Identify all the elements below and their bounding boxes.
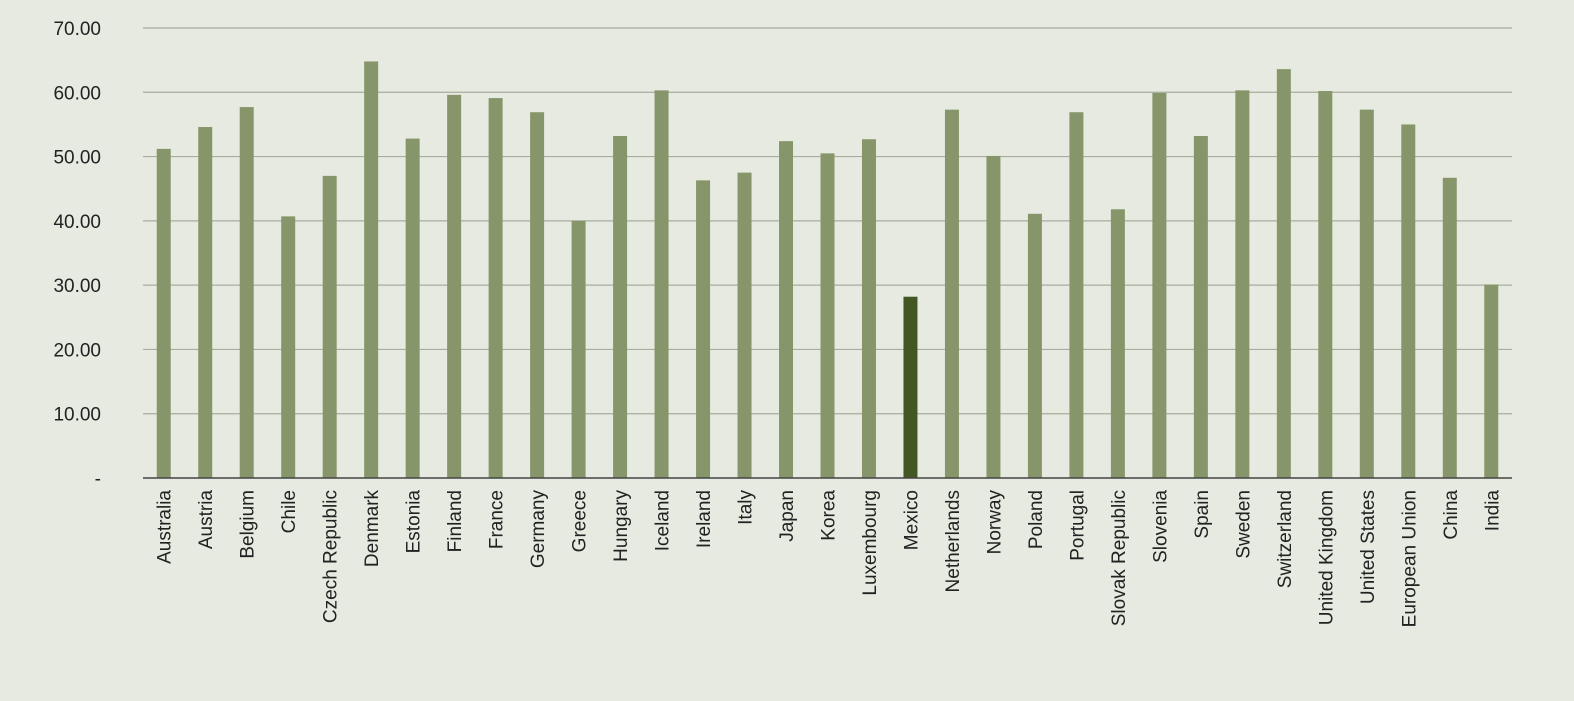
x-tick-label: France	[487, 490, 508, 549]
bar	[1235, 90, 1250, 478]
bar	[779, 141, 794, 478]
bar	[903, 296, 918, 478]
y-tick-label: 40.00	[53, 212, 101, 233]
x-tick-label: Greece	[570, 490, 591, 552]
bar	[1069, 112, 1084, 478]
x-tick-label: Finland	[445, 490, 466, 552]
bar	[530, 112, 545, 478]
y-tick-label: 50.00	[53, 148, 101, 169]
bar	[281, 216, 296, 478]
bar	[156, 148, 171, 478]
x-tick-label: Denmark	[362, 490, 383, 568]
x-tick-label: United States	[1358, 490, 1379, 604]
x-tick-label: United Kingdom	[1316, 490, 1337, 625]
bar	[613, 136, 628, 478]
x-tick-label: Chile	[279, 490, 300, 533]
x-tick-label: Netherlands	[943, 490, 964, 592]
y-tick-label: 20.00	[53, 340, 101, 361]
x-tick-label: Luxembourg	[860, 490, 881, 596]
x-tick-label: Norway	[984, 490, 1005, 555]
x-tick-label: India	[1482, 490, 1503, 532]
x-tick-label: Spain	[1192, 490, 1213, 539]
x-tick-label: Italy	[736, 490, 757, 525]
y-tick-label: -	[95, 469, 101, 490]
x-tick-label: Slovenia	[1150, 490, 1171, 563]
bar	[1276, 69, 1291, 479]
y-axis-tick-labels: - 10.00 20.00 30.00 40.00 50.00 60.00 70.00	[53, 19, 101, 490]
x-tick-label: Ireland	[694, 490, 715, 548]
bar	[1442, 177, 1457, 479]
y-tick-label: 70.00	[53, 19, 101, 40]
bar	[986, 155, 1001, 478]
bar	[1110, 209, 1125, 479]
x-tick-label: Austria	[196, 490, 217, 550]
x-tick-label: Japan	[777, 490, 798, 542]
bar	[861, 139, 876, 478]
y-tick-label: 10.00	[53, 405, 101, 426]
bar	[198, 127, 213, 478]
bar	[405, 138, 420, 479]
bar	[1484, 284, 1499, 478]
x-tick-label: Slovak Republic	[1109, 490, 1130, 626]
bar	[447, 94, 462, 478]
x-tick-label: Portugal	[1067, 490, 1088, 561]
x-tick-label: Iceland	[653, 490, 674, 551]
bar	[654, 90, 669, 478]
x-tick-label: Mexico	[901, 490, 922, 550]
x-tick-label: Germany	[528, 490, 549, 569]
x-tick-label: European Union	[1399, 490, 1420, 627]
bar	[1193, 136, 1208, 478]
y-tick-label: 30.00	[53, 276, 101, 297]
x-tick-label: Czech Republic	[321, 490, 342, 623]
x-tick-label: China	[1441, 490, 1462, 540]
x-tick-label: Korea	[819, 490, 840, 541]
x-tick-label: Hungary	[611, 490, 632, 562]
bar	[571, 220, 586, 478]
x-tick-label: Switzerland	[1275, 490, 1296, 588]
x-tick-label: Estonia	[404, 490, 425, 554]
bar	[820, 153, 835, 478]
bars	[156, 61, 1499, 479]
x-tick-label: Sweden	[1233, 490, 1254, 559]
bar	[1027, 213, 1042, 479]
bar	[1318, 91, 1333, 478]
bar	[696, 180, 711, 478]
x-tick-label: Belgium	[238, 490, 259, 559]
bar	[1401, 124, 1416, 478]
bar	[239, 107, 254, 479]
bar	[488, 98, 503, 479]
bar	[944, 109, 959, 479]
x-tick-label: Australia	[155, 490, 176, 564]
y-tick-label: 60.00	[53, 83, 101, 104]
x-axis-tick-labels: Australia Austria Belgium Chile Czech Republ…	[155, 490, 1504, 628]
bar	[1152, 92, 1167, 478]
x-tick-label: Poland	[1026, 490, 1047, 549]
bar	[737, 172, 752, 478]
bar	[1359, 109, 1374, 479]
bar	[364, 61, 379, 479]
bar	[322, 175, 337, 478]
